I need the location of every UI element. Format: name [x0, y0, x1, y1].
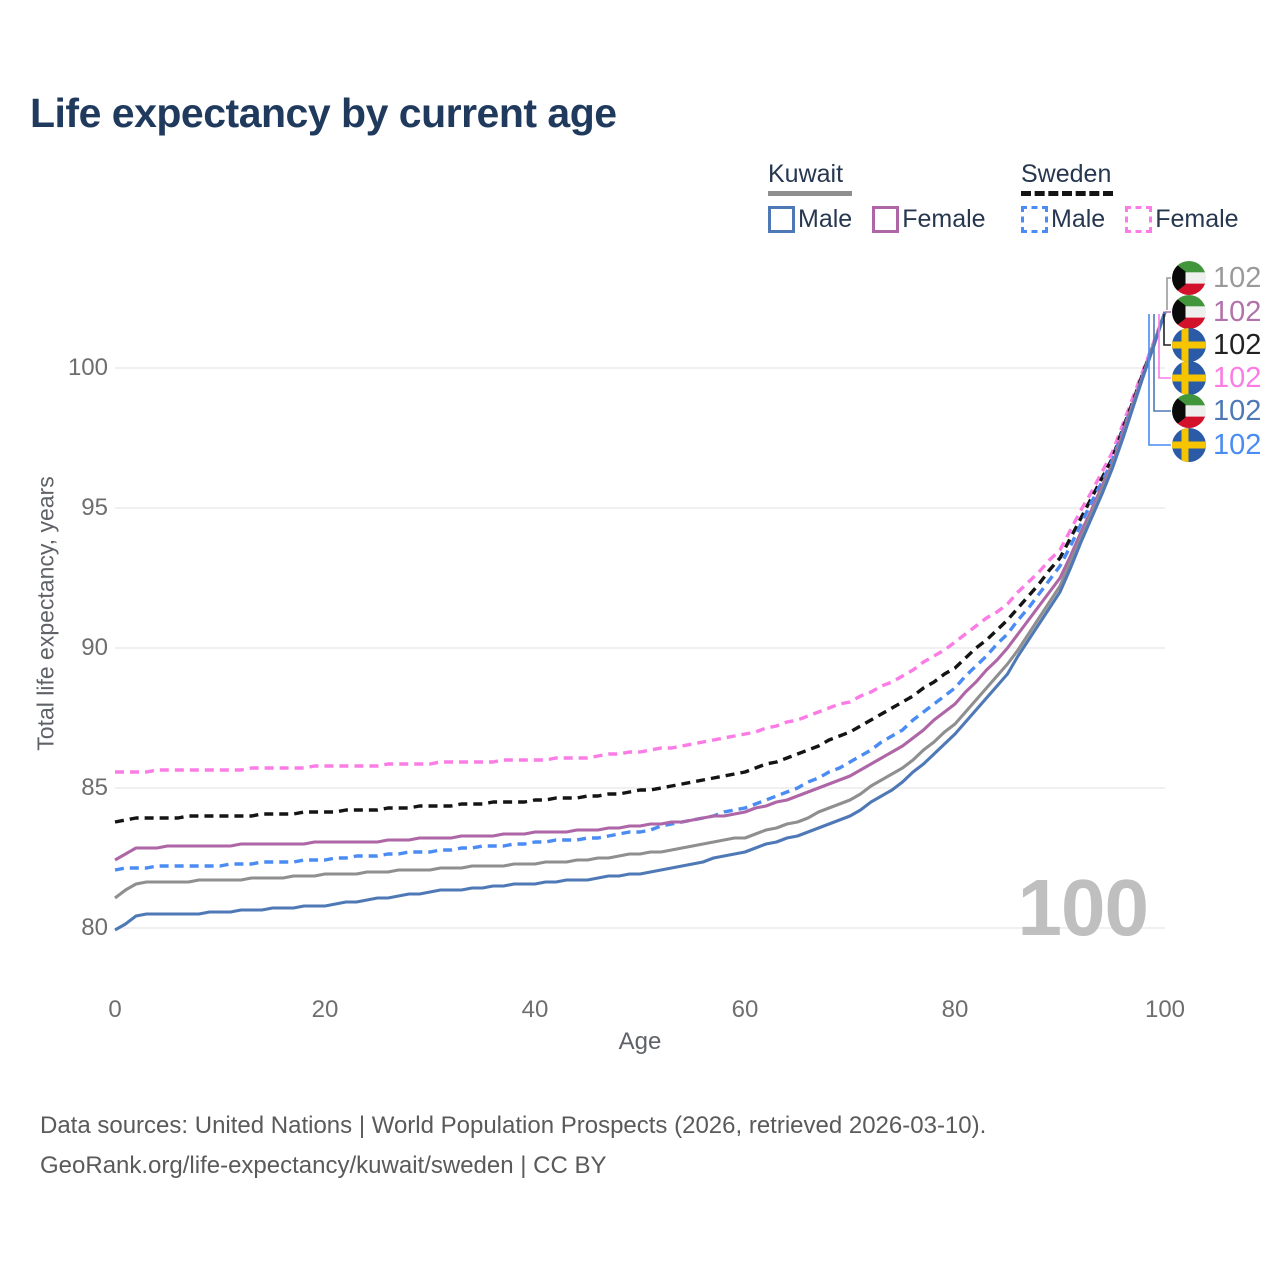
end-label-kuwait-female: 102 — [1172, 295, 1261, 329]
legend-group-kuwait: Kuwait Male Female — [768, 160, 986, 234]
legend-item-label: Male — [1051, 205, 1106, 233]
legend-item-sweden-female[interactable]: Female — [1125, 205, 1239, 234]
page-title: Life expectancy by current age — [30, 90, 617, 136]
legend-item-label: Female — [902, 205, 986, 233]
y-tick-label: 100 — [67, 354, 108, 381]
legend-country-kuwait[interactable]: Kuwait — [768, 160, 844, 188]
end-label-value: 102 — [1213, 329, 1262, 361]
y-tick-label: 90 — [81, 634, 108, 661]
sweden-flag-icon — [1172, 428, 1206, 462]
end-label-value: 102 — [1213, 362, 1262, 394]
x-tick-label: 0 — [108, 996, 122, 1023]
legend-item-label: Male — [798, 205, 853, 233]
end-label-value: 102 — [1213, 262, 1262, 294]
y-tick-label: 95 — [81, 494, 108, 521]
x-tick-label: 20 — [311, 996, 339, 1023]
legend-group-sweden: Sweden Male Female — [1021, 160, 1239, 234]
series-line-sweden-female[interactable] — [115, 311, 1167, 774]
sweden-flag-icon — [1172, 361, 1206, 395]
y-tick-label: 85 — [81, 774, 108, 801]
footer: Data sources: United Nations | World Pop… — [40, 1106, 986, 1186]
x-axis-title: Age — [618, 1028, 662, 1055]
kuwait-male-swatch-icon — [768, 206, 795, 233]
kuwait-female-swatch-icon — [872, 206, 900, 233]
end-label-connector — [1148, 314, 1171, 446]
end-label-kuwait-male: 102 — [1172, 394, 1261, 428]
end-label-value: 102 — [1213, 395, 1262, 427]
sweden-line-sample — [1021, 191, 1113, 196]
legend-item-label: Female — [1155, 205, 1239, 233]
end-label-connector — [1158, 314, 1171, 379]
kuwait-line-sample — [768, 191, 852, 196]
legend-item-kuwait-female[interactable]: Female — [872, 205, 986, 234]
end-label-value: 102 — [1213, 296, 1262, 328]
legend-country-sweden[interactable]: Sweden — [1021, 160, 1112, 188]
series-line-kuwait-male[interactable] — [114, 311, 1167, 932]
footer-sources: Data sources: United Nations | World Pop… — [40, 1112, 987, 1139]
legend-item-kuwait-male[interactable]: Male — [768, 205, 852, 234]
legend-item-sweden-male[interactable]: Male — [1021, 205, 1105, 234]
kuwait-flag-icon — [1172, 261, 1206, 295]
end-label-sweden-female: 102 — [1172, 361, 1261, 395]
x-tick-label: 100 — [1144, 996, 1186, 1023]
end-label-connector — [1166, 277, 1171, 310]
x-tick-label: 60 — [731, 996, 759, 1023]
sweden-female-swatch-icon — [1125, 206, 1153, 233]
kuwait-flag-icon — [1172, 394, 1206, 428]
hover-age-watermark: 100 — [1017, 863, 1149, 952]
series-line-sweden-male[interactable] — [114, 311, 1167, 872]
x-tick-label: 40 — [521, 996, 549, 1023]
series-line-kuwait-all[interactable] — [114, 311, 1167, 900]
y-tick-label: 80 — [81, 914, 108, 941]
end-label-kuwait-all: 102 — [1172, 261, 1261, 295]
footer-link[interactable]: GeoRank.org/life-expectancy/kuwait/swede… — [40, 1152, 607, 1179]
end-label-sweden-all: 102 — [1172, 328, 1261, 362]
series-line-sweden-all[interactable] — [114, 311, 1167, 824]
series-line-kuwait-female[interactable] — [114, 311, 1167, 862]
kuwait-flag-icon — [1172, 295, 1206, 329]
end-label-connector — [1153, 314, 1171, 412]
end-label-sweden-male: 102 — [1172, 428, 1261, 462]
sweden-male-swatch-icon — [1021, 206, 1048, 233]
sweden-flag-icon — [1172, 328, 1206, 362]
end-label-connector — [1163, 314, 1171, 346]
x-tick-label: 80 — [941, 996, 969, 1023]
end-label-value: 102 — [1213, 429, 1262, 461]
